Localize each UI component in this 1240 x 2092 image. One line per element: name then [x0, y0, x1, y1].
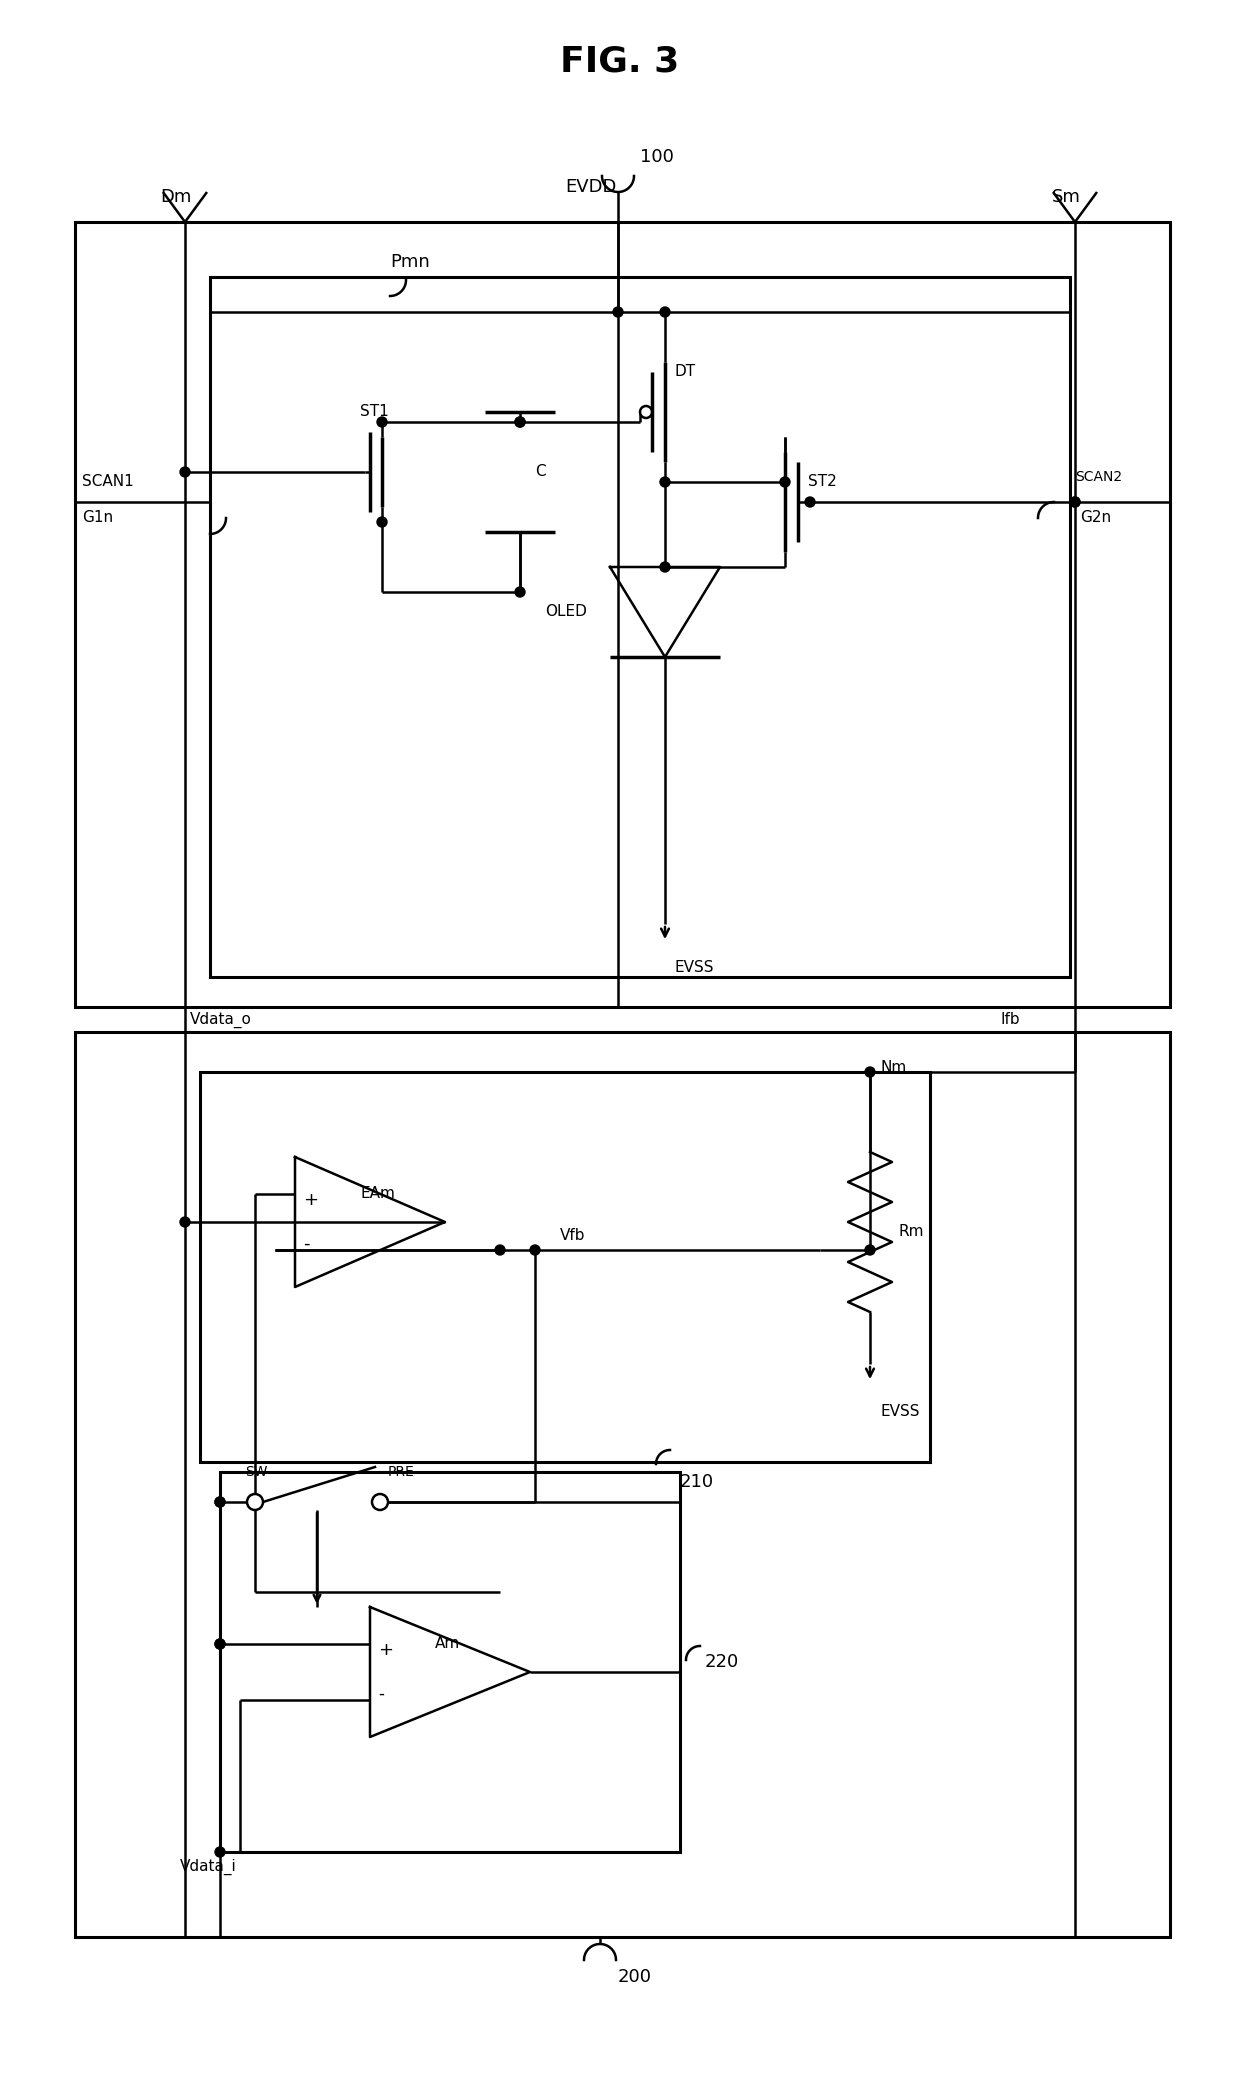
Text: Dm: Dm [160, 188, 191, 205]
Circle shape [377, 416, 387, 427]
Text: OLED: OLED [546, 605, 587, 619]
Text: -: - [378, 1684, 384, 1703]
Text: 100: 100 [640, 149, 673, 165]
Text: SW: SW [246, 1464, 268, 1479]
Text: EAm: EAm [360, 1186, 394, 1201]
Circle shape [495, 1245, 505, 1255]
Text: Am: Am [435, 1636, 460, 1651]
Text: Pmn: Pmn [391, 253, 430, 272]
Bar [200, 1071, 930, 1462]
Text: Rm: Rm [898, 1224, 924, 1238]
Circle shape [529, 1245, 539, 1255]
Circle shape [660, 563, 670, 571]
Circle shape [215, 1847, 224, 1858]
Circle shape [215, 1498, 224, 1506]
Text: Vdata_o: Vdata_o [190, 1013, 252, 1027]
Circle shape [215, 1638, 224, 1648]
Text: +: + [303, 1190, 317, 1209]
Text: G2n: G2n [1080, 510, 1111, 525]
Text: -: - [303, 1234, 310, 1253]
Circle shape [515, 416, 525, 427]
Circle shape [1070, 498, 1080, 506]
Circle shape [180, 1218, 190, 1228]
Text: DT: DT [675, 364, 696, 379]
Circle shape [515, 416, 525, 427]
Bar [210, 276, 1070, 977]
Circle shape [640, 406, 652, 418]
Text: EVSS: EVSS [880, 1404, 920, 1420]
Text: EVDD: EVDD [565, 178, 616, 197]
Text: +: + [378, 1640, 393, 1659]
Circle shape [515, 588, 525, 596]
Circle shape [613, 308, 622, 318]
Text: PRE: PRE [388, 1464, 414, 1479]
Circle shape [180, 467, 190, 477]
Circle shape [377, 517, 387, 527]
Text: SCAN2: SCAN2 [1075, 471, 1122, 483]
Bar [74, 222, 1171, 1006]
Text: 200: 200 [618, 1969, 652, 1985]
Text: SCAN1: SCAN1 [82, 475, 134, 490]
Circle shape [215, 1498, 224, 1506]
Text: ST2: ST2 [808, 475, 837, 490]
Text: Vfb: Vfb [560, 1228, 585, 1243]
Text: 220: 220 [706, 1653, 739, 1672]
Bar [219, 1473, 680, 1851]
Circle shape [372, 1494, 388, 1510]
Circle shape [866, 1245, 875, 1255]
Circle shape [805, 498, 815, 506]
Bar [74, 1031, 1171, 1937]
Text: EVSS: EVSS [675, 960, 714, 975]
Text: 210: 210 [680, 1473, 714, 1492]
Text: Sm: Sm [1052, 188, 1081, 205]
Text: C: C [534, 464, 546, 479]
Text: FIG. 3: FIG. 3 [560, 46, 680, 79]
Circle shape [1070, 498, 1080, 506]
Text: G1n: G1n [82, 510, 113, 525]
Circle shape [660, 308, 670, 318]
Text: ST1: ST1 [360, 404, 389, 420]
Circle shape [247, 1494, 263, 1510]
Circle shape [215, 1638, 224, 1648]
Text: Vdata_i: Vdata_i [180, 1860, 237, 1874]
Circle shape [660, 477, 670, 487]
Text: Ifb: Ifb [999, 1013, 1019, 1027]
Circle shape [780, 477, 790, 487]
Circle shape [866, 1067, 875, 1077]
Text: Nm: Nm [880, 1059, 906, 1075]
